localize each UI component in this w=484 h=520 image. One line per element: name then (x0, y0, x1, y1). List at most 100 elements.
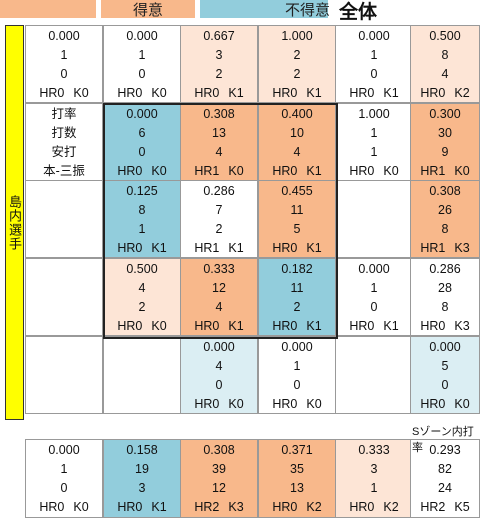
legend-hot-label: 得意 (132, 1, 163, 19)
hits: 3 (138, 481, 146, 495)
zone-cell (335, 180, 413, 258)
hits: 12 (212, 481, 226, 495)
batting-average: 0.500 (126, 262, 158, 276)
strikeouts: K1 (151, 241, 167, 255)
strikeouts: K1 (228, 319, 244, 333)
at-bats: 1 (370, 48, 378, 62)
zone-cell: 1.000 1 1 HR0 K0 (335, 103, 413, 181)
zone-average-note: Sゾーン内打率 (412, 426, 474, 454)
hits: 4 (441, 67, 449, 81)
zone-cell: 0.125 8 1 HR0 K1 (103, 180, 181, 258)
batting-average: 0.300 (429, 107, 461, 121)
home-runs: HR0 (420, 86, 446, 100)
batting-average: 0.000 (126, 29, 158, 43)
hr-strikeout-line: HR0 K0 (104, 162, 180, 181)
hr-strikeout-line: HR0 K0 (411, 395, 479, 414)
row-label: 打数 (51, 126, 77, 140)
row-label: 安打 (51, 145, 77, 159)
home-runs: HR0 (349, 86, 375, 100)
at-bats: 8 (441, 48, 449, 62)
zone-cell: 0.667 3 2 HR0 K1 (180, 25, 258, 103)
at-bats: 6 (138, 126, 146, 140)
strikeouts: K2 (306, 500, 322, 514)
strikeouts: K0 (454, 397, 470, 411)
hits: 4 (293, 145, 301, 159)
hits: 1 (370, 145, 378, 159)
zone-cell: 0.000 4 0 HR0 K0 (180, 336, 258, 414)
zone-cell: 0.000 6 0 HR0 K0 (103, 103, 181, 181)
at-bats: 1 (293, 359, 301, 373)
strikeouts: K0 (151, 319, 167, 333)
hits: 0 (60, 67, 68, 81)
home-runs: HR0 (272, 86, 298, 100)
legend-cold: 不得意 (200, 0, 330, 19)
strikeouts: K0 (151, 164, 167, 178)
zone-cell: 1.000 2 2 HR0 K1 (258, 25, 336, 103)
strikeouts: K0 (306, 397, 322, 411)
zone-cell: 0.400 10 4 HR0 K1 (258, 103, 336, 181)
strikeouts: K1 (306, 164, 322, 178)
zone-cell: 0.500 4 2 HR0 K0 (103, 258, 181, 336)
zone-cell: 打率 打数 安打 本-三振 (25, 103, 103, 181)
strikeouts: K2 (383, 500, 399, 514)
hr-strikeout-line: HR0 K1 (259, 239, 335, 258)
strikeouts: K1 (383, 86, 399, 100)
hits: 8 (441, 222, 449, 236)
home-runs: HR0 (194, 397, 220, 411)
at-bats: 82 (438, 462, 452, 476)
hr-strikeout-line: HR0 K0 (104, 317, 180, 336)
at-bats: 11 (290, 281, 304, 295)
hits: 2 (215, 67, 223, 81)
hr-strikeout-line: HR0 K1 (336, 317, 412, 336)
home-runs: HR0 (349, 164, 375, 178)
hits: 0 (293, 378, 301, 392)
home-runs: HR0 (272, 241, 298, 255)
hr-strikeout-line: HR0 K0 (104, 84, 180, 103)
batting-average: 0.455 (281, 184, 313, 198)
at-bats: 11 (290, 203, 304, 217)
at-bats: 3 (215, 48, 223, 62)
batting-average: 0.371 (281, 443, 313, 457)
strikeouts: K0 (151, 86, 167, 100)
home-runs: HR0 (117, 319, 143, 333)
at-bats: 8 (138, 203, 146, 217)
hits: 13 (290, 481, 304, 495)
hits: 8 (441, 300, 449, 314)
hits: 0 (215, 378, 223, 392)
batting-average: 1.000 (281, 29, 313, 43)
home-runs: HR1 (194, 164, 220, 178)
row-total-cell: 0.500 8 4 HR0 K2 (410, 25, 480, 103)
legend-hot-left (0, 0, 96, 18)
strikeouts: K1 (228, 86, 244, 100)
strikeouts: K1 (228, 241, 244, 255)
player-name: 島内選手 (7, 194, 22, 251)
hr-strikeout-line: HR0 K2 (411, 84, 479, 103)
hr-strikeout-line: HR0 K1 (104, 239, 180, 258)
home-runs: HR2 (420, 500, 446, 514)
zone-cell (103, 336, 181, 414)
legend-cold-label: 不得意 (284, 1, 330, 19)
home-runs: HR0 (117, 241, 143, 255)
zone-cell: 0.308 13 4 HR1 K0 (180, 103, 258, 181)
home-runs: HR0 (39, 86, 65, 100)
hr-strikeout-line: HR0 K1 (259, 84, 335, 103)
strikeouts: K1 (306, 86, 322, 100)
at-bats: 19 (135, 462, 149, 476)
hits: 24 (438, 481, 452, 495)
home-runs: HR0 (117, 500, 143, 514)
strikeouts: K0 (228, 164, 244, 178)
hits: 2 (215, 222, 223, 236)
home-runs: HR0 (117, 164, 143, 178)
at-bats: 1 (60, 462, 68, 476)
batting-average: 0.500 (429, 29, 461, 43)
hr-strikeout-line: HR0 K2 (259, 498, 335, 517)
player-name-bar: 島内選手 (5, 25, 24, 420)
at-bats: 35 (290, 462, 304, 476)
strikeouts: K3 (454, 241, 470, 255)
column-total-cell: 0.333 3 1 HR0 K2 (335, 439, 413, 518)
zone-cell (25, 180, 103, 258)
batting-average: 0.286 (429, 262, 461, 276)
at-bats: 4 (215, 359, 223, 373)
strikeouts: K2 (454, 86, 470, 100)
hits: 1 (138, 222, 146, 236)
